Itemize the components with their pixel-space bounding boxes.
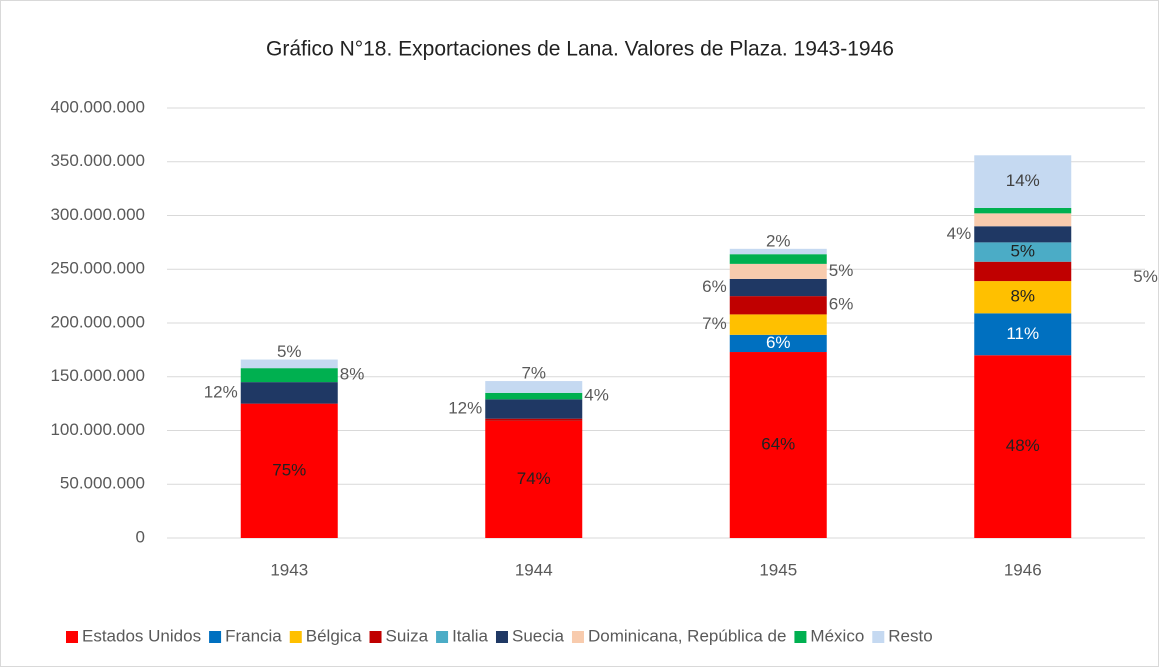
y-tick-label: 0 (136, 527, 145, 546)
bar-segment (974, 261, 1072, 282)
legend-label: Estados Unidos (82, 626, 201, 645)
data-label: 8% (340, 365, 365, 384)
legend-swatch (436, 631, 449, 643)
legend-label: Suecia (512, 626, 565, 645)
data-label: 4% (584, 386, 609, 405)
bar-segment (974, 313, 1072, 356)
bar-segment (974, 207, 1072, 214)
bar-segment (729, 248, 827, 255)
bar-segment (729, 314, 827, 335)
data-label: 5% (829, 261, 854, 280)
legend-swatch (369, 631, 382, 643)
y-tick-label: 200.000.000 (50, 312, 145, 331)
y-tick-label: 350.000.000 (50, 151, 145, 170)
data-label: 6% (702, 277, 727, 296)
legend-label: Resto (888, 626, 932, 645)
legend-label: Francia (225, 626, 282, 645)
bar-segment (240, 359, 338, 369)
bar-segment (485, 381, 583, 393)
legend-label: Dominicana, República de (588, 626, 786, 645)
legend-swatch (571, 631, 584, 643)
bar-segment (974, 155, 1072, 208)
bar-segment (974, 242, 1072, 262)
data-label: 11% (1006, 324, 1039, 343)
data-label: 7% (521, 364, 546, 383)
legend-swatch (495, 631, 508, 643)
bar-segment (485, 392, 583, 400)
y-tick-label: 100.000.000 (50, 420, 145, 439)
data-label: 75% (272, 460, 306, 479)
data-label: 5% (1010, 242, 1035, 261)
data-label: 74% (517, 469, 551, 488)
y-tick-label: 50.000.000 (60, 474, 145, 493)
data-label: 5% (277, 342, 302, 361)
chart-title: Gráfico N°18. Exportaciones de Lana. Val… (266, 38, 894, 61)
data-label: 5% (1133, 267, 1158, 286)
legend-swatch (209, 631, 222, 643)
bar-segment (729, 352, 827, 538)
data-label: 6% (766, 333, 791, 352)
bar-segment (729, 254, 827, 264)
bar-segment (240, 382, 338, 404)
bar-segment (974, 213, 1072, 227)
data-label: 2% (766, 231, 791, 250)
y-tick-label: 150.000.000 (50, 366, 145, 385)
x-tick-label: 1943 (270, 560, 308, 579)
legend-swatch (66, 631, 78, 643)
bar-segment (240, 403, 338, 538)
x-tick-label: 1946 (1004, 560, 1042, 579)
x-tick-label: 1945 (759, 560, 797, 579)
x-tick-label: 1944 (515, 560, 553, 579)
legend-label: Bélgica (306, 626, 362, 645)
bar-segment (974, 226, 1072, 243)
bar-segment (485, 418, 583, 421)
data-label: 12% (204, 382, 238, 401)
data-label: 4% (947, 224, 972, 243)
bar-segment (974, 281, 1072, 314)
bar-segment (485, 420, 583, 538)
bar-segment (485, 399, 583, 419)
y-tick-label: 400.000.000 (50, 97, 145, 116)
data-label: 64% (761, 434, 795, 453)
data-label: 12% (448, 398, 482, 417)
legend-label: México (810, 626, 864, 645)
bar-segment (729, 278, 827, 297)
data-label: 14% (1006, 171, 1040, 190)
bar-segment (729, 296, 827, 315)
legend-label: Italia (452, 626, 488, 645)
y-tick-label: 250.000.000 (50, 259, 145, 278)
data-label: 8% (1010, 287, 1035, 306)
data-label: 48% (1006, 436, 1040, 455)
bar-segment (240, 368, 338, 383)
legend-swatch (872, 631, 885, 643)
data-label: 6% (829, 295, 854, 314)
legend-swatch (289, 631, 302, 643)
data-label: 7% (702, 314, 727, 333)
bar-segment (729, 263, 827, 279)
bar-segment (974, 355, 1072, 538)
y-tick-label: 300.000.000 (50, 205, 145, 224)
legend-swatch (794, 631, 807, 643)
legend-label: Suiza (386, 626, 429, 645)
bar-segment (729, 334, 827, 353)
